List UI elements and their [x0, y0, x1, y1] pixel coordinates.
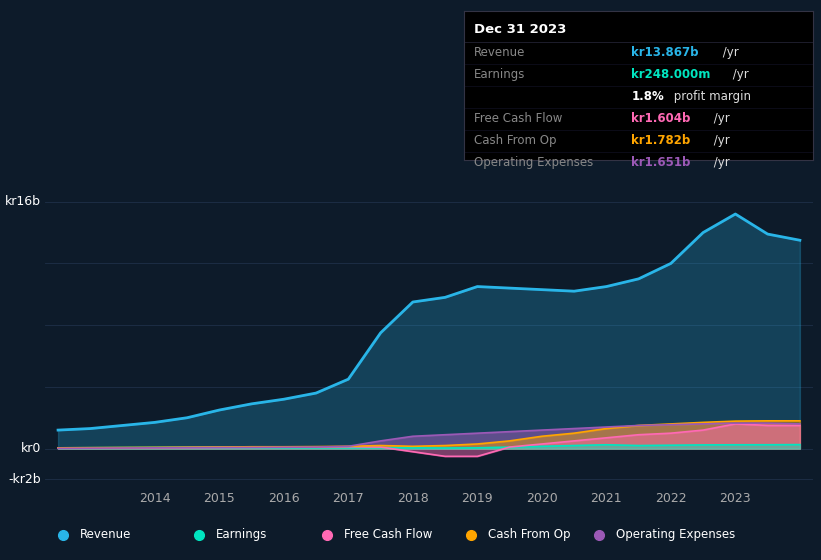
Text: Cash From Op: Cash From Op [475, 134, 557, 147]
Text: /yr: /yr [709, 134, 729, 147]
Text: kr248.000m: kr248.000m [631, 68, 711, 81]
Text: kr0: kr0 [21, 442, 41, 455]
Text: /yr: /yr [729, 68, 749, 81]
Text: /yr: /yr [709, 156, 729, 169]
Text: Operating Expenses: Operating Expenses [475, 156, 594, 169]
Text: -kr2b: -kr2b [9, 473, 41, 486]
Text: /yr: /yr [709, 112, 729, 125]
Text: profit margin: profit margin [671, 90, 751, 103]
Text: Operating Expenses: Operating Expenses [616, 528, 735, 542]
Text: Earnings: Earnings [475, 68, 525, 81]
Text: kr1.782b: kr1.782b [631, 134, 690, 147]
Text: Dec 31 2023: Dec 31 2023 [475, 22, 566, 35]
Text: Revenue: Revenue [80, 528, 131, 542]
Text: kr16b: kr16b [5, 195, 41, 208]
Text: Cash From Op: Cash From Op [488, 528, 570, 542]
Text: 1.8%: 1.8% [631, 90, 664, 103]
Text: Free Cash Flow: Free Cash Flow [475, 112, 562, 125]
Text: Free Cash Flow: Free Cash Flow [344, 528, 433, 542]
Text: kr1.651b: kr1.651b [631, 156, 690, 169]
Text: kr13.867b: kr13.867b [631, 46, 699, 59]
Text: Earnings: Earnings [216, 528, 267, 542]
Text: /yr: /yr [719, 46, 739, 59]
Text: kr1.604b: kr1.604b [631, 112, 690, 125]
Text: Revenue: Revenue [475, 46, 525, 59]
